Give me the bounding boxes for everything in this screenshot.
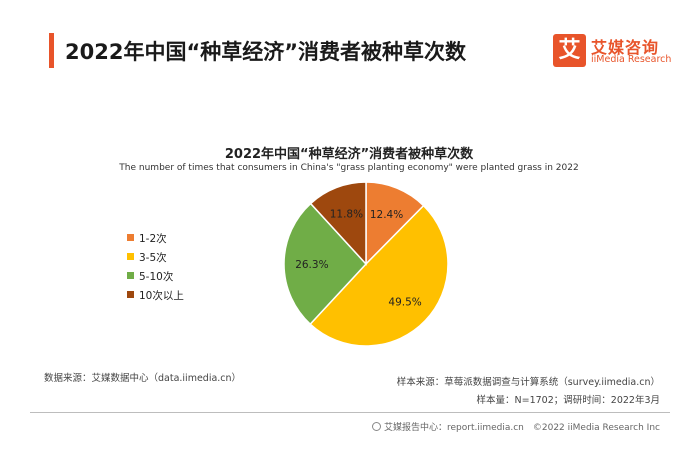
chart-title: 2022年中国“种草经济”消费者被种草次数 (224, 147, 474, 162)
title-accent-bar (49, 33, 54, 68)
pie-slice-3 (309, 181, 367, 266)
legend-swatch (127, 291, 134, 298)
legend-label: 10次以上 (139, 290, 184, 302)
legend-swatch (127, 234, 134, 241)
report-center-icon (371, 422, 381, 431)
legend-label: 3-5次 (139, 252, 167, 264)
legend-swatch (127, 253, 134, 260)
legend-swatch (127, 272, 134, 279)
pie-slice-1 (309, 204, 449, 347)
footer-divider (30, 412, 670, 413)
sample-info-note: 样本量：N=1702；调研时间：2022年3月 (476, 395, 660, 406)
page-title: 2022年中国“种草经济”消费者被种草次数 (65, 40, 467, 64)
footer-credit: 艾媒报告中心：report.iimedia.cn ©2022 iiMedia R… (371, 420, 660, 433)
logo-english-name: iiMedia Research (591, 54, 672, 65)
pie-data-label-1: 49.5% (388, 296, 421, 308)
legend-label: 5-10次 (139, 271, 174, 283)
pie-slice-2 (283, 202, 368, 326)
iimedia-logo: 艾 艾媒咨询 iiMedia Research (553, 34, 673, 68)
pie-data-label-3: 11.8% (330, 209, 363, 221)
logo-chinese-name: 艾媒咨询 (591, 38, 660, 57)
footer-text: 艾媒报告中心：report.iimedia.cn ©2022 iiMedia R… (383, 423, 660, 433)
data-source-note: 数据来源：艾媒数据中心（data.iimedia.cn） (44, 373, 242, 384)
legend-label: 1-2次 (139, 233, 167, 245)
pie-data-label-0: 12.4% (370, 209, 403, 221)
pie-data-label-2: 26.3% (295, 259, 328, 271)
sample-source-note: 样本来源：草莓派数据调查与计算系统（survey.iimedia.cn） (396, 377, 660, 388)
logo-mark: 艾 (553, 34, 586, 67)
pie-slice-0 (365, 181, 425, 266)
chart-subtitle: The number of times that consumers in Ch… (119, 163, 579, 173)
